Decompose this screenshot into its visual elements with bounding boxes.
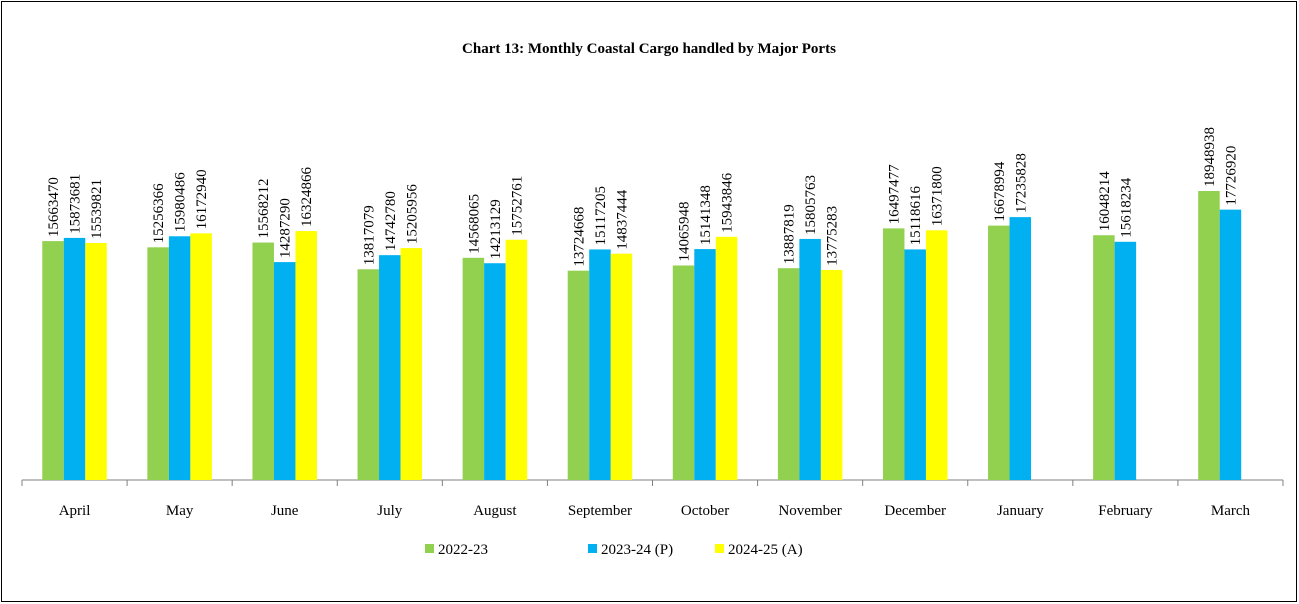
bar — [42, 241, 64, 480]
bar — [1009, 217, 1032, 481]
legend-swatch — [588, 544, 597, 553]
data-label: 16048214 — [1097, 171, 1113, 232]
data-label: 15618234 — [1118, 177, 1134, 238]
bar — [988, 225, 1010, 480]
bar — [273, 262, 296, 480]
data-label: 15752761 — [509, 176, 525, 236]
data-label: 14213129 — [488, 199, 504, 259]
bar — [610, 253, 633, 480]
data-label: 13724668 — [571, 207, 587, 267]
data-label: 15805763 — [803, 175, 819, 235]
bar — [505, 239, 528, 480]
bar — [567, 270, 590, 480]
x-tick-label: June — [271, 503, 299, 519]
legend-label: 2022-23 — [438, 542, 488, 558]
bar — [357, 269, 380, 480]
bar — [1114, 241, 1137, 480]
bar — [777, 268, 800, 480]
data-label: 16497477 — [887, 164, 903, 225]
x-tick-label: January — [997, 503, 1044, 519]
legend-label: 2023-24 (P) — [601, 542, 673, 558]
x-tick-label: August — [473, 503, 517, 519]
bar — [484, 263, 506, 480]
bar — [400, 248, 423, 480]
data-label: 17726920 — [1223, 146, 1239, 206]
bar — [1198, 191, 1220, 480]
data-label: 14287290 — [278, 198, 294, 258]
data-label: 15873681 — [68, 174, 84, 234]
data-label: 16324866 — [299, 167, 315, 228]
data-label: 15568212 — [256, 179, 272, 239]
bar — [715, 236, 738, 480]
data-label: 16371800 — [930, 166, 946, 226]
data-label: 13775283 — [825, 206, 841, 266]
x-tick-label: October — [681, 503, 729, 519]
bar — [694, 249, 716, 480]
data-label: 16678994 — [992, 161, 1008, 222]
x-tick-label: March — [1211, 503, 1251, 519]
legend-label: 2024-25 (A) — [728, 542, 803, 558]
bar — [589, 249, 611, 480]
bar — [799, 238, 821, 480]
x-tick-label: December — [884, 503, 946, 519]
legend-swatch — [715, 544, 724, 553]
bar — [147, 247, 169, 480]
data-label: 15118616 — [908, 185, 924, 245]
data-label: 18948938 — [1202, 127, 1218, 187]
bar — [190, 233, 212, 480]
data-label: 15943846 — [720, 172, 736, 233]
x-tick-label: April — [59, 503, 91, 519]
bar — [379, 255, 401, 480]
x-tick-label: May — [166, 503, 194, 519]
bar — [168, 236, 191, 480]
legend-swatch — [425, 544, 434, 553]
bar — [1219, 209, 1242, 480]
data-label: 13887819 — [782, 204, 798, 264]
x-tick-label: July — [377, 503, 403, 519]
data-label: 15980486 — [173, 172, 189, 233]
data-label: 15539821 — [89, 179, 105, 239]
x-tick-label: November — [778, 503, 841, 519]
bar — [295, 231, 317, 480]
data-label: 16172940 — [194, 169, 210, 229]
data-label: 15141348 — [698, 185, 714, 245]
bar — [904, 249, 926, 480]
bar — [63, 237, 86, 480]
bar — [85, 242, 107, 480]
bar — [462, 257, 485, 480]
data-label: 14568065 — [466, 194, 482, 254]
chart-title: Chart 13: Monthly Coastal Cargo handled … — [462, 41, 836, 57]
bar — [925, 230, 948, 480]
x-tick-label: February — [1098, 503, 1153, 519]
x-tick-label: September — [568, 503, 632, 519]
bar — [1093, 235, 1115, 480]
data-label: 14065948 — [677, 201, 693, 261]
data-label: 14742780 — [383, 191, 399, 251]
data-label: 15256366 — [151, 183, 167, 244]
data-label: 15117205 — [593, 186, 609, 245]
data-label: 15205956 — [404, 184, 420, 245]
data-label: 15663470 — [46, 177, 62, 237]
bar — [672, 265, 695, 480]
data-label: 17235828 — [1013, 153, 1029, 213]
bar — [882, 228, 905, 480]
bar — [252, 242, 274, 480]
data-label: 14837444 — [614, 189, 630, 250]
data-label: 13817079 — [361, 205, 377, 265]
bar — [820, 269, 843, 480]
